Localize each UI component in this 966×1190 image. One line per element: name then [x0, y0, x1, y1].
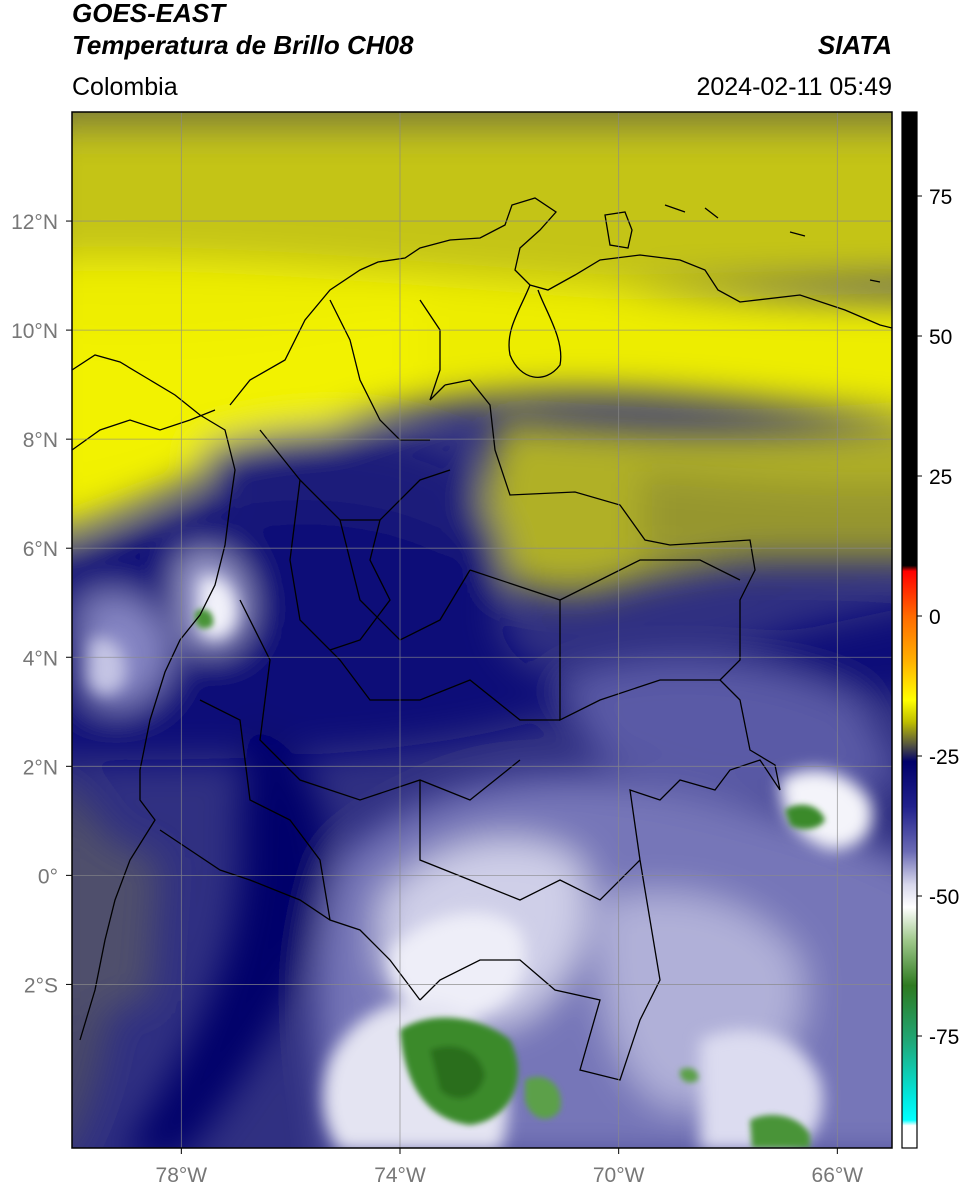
lat-tick-label: 4°N [23, 647, 58, 670]
pacific-coast [72, 354, 236, 1041]
islands [604, 204, 881, 283]
brightness-temperature-field [72, 112, 892, 1148]
department-lines-7 [419, 299, 446, 401]
maracaibo-lake [508, 284, 562, 378]
colombia-venezuela-border [444, 379, 781, 791]
orinoco-river [469, 559, 741, 601]
datetime-label: 2024-02-11 05:49 [696, 73, 892, 101]
lat-tick-label: 8°N [23, 429, 58, 452]
colorbar [902, 112, 917, 1148]
map-frame [71, 111, 893, 1149]
latitude-ticks: 12°N 10°N 8°N 6°N 4°N 2°N 0° 2°S [11, 211, 72, 997]
department-lines-6 [329, 299, 430, 441]
lat-tick-label: 0° [38, 865, 58, 888]
longitude-ticks: 78°W 74°W 70°W 66°W [156, 1148, 864, 1187]
lat-tick-label: 12°N [11, 211, 58, 234]
department-lines-5 [419, 780, 641, 901]
colorbar-tick-label: 0 [929, 606, 941, 629]
lon-tick-label: 78°W [156, 1164, 208, 1187]
lat-tick-label: 2°S [24, 974, 58, 997]
lon-tick-label: 66°W [812, 1164, 864, 1187]
satellite-title: GOES-EAST [72, 0, 226, 28]
department-lines-4 [239, 599, 521, 801]
lon-tick-label: 74°W [374, 1164, 426, 1187]
lat-tick-label: 6°N [23, 538, 58, 561]
lon-tick-label: 70°W [593, 1164, 645, 1187]
colorbar-tick-label: -50 [929, 886, 959, 909]
region-label: Colombia [72, 73, 178, 101]
department-lines-8 [559, 600, 720, 722]
colorbar-frame [901, 111, 918, 1149]
colorbar-tick-label: -25 [929, 746, 959, 769]
colorbar-ticks: 75 50 25 0 -25 -50 -75 [917, 186, 959, 1049]
colorbar-tick-label: 75 [929, 186, 952, 209]
colombia-peru-ecuador-border [159, 829, 421, 1001]
colorbar-tick-label: 25 [929, 466, 952, 489]
panama-isthmus [72, 409, 216, 451]
colorbar-tick-label: 50 [929, 326, 952, 349]
department-lines-10 [329, 519, 391, 651]
lat-tick-label: 2°N [23, 756, 58, 779]
department-lines-9 [199, 699, 331, 921]
gridlines [72, 112, 892, 1148]
colorbar-tick-label: -75 [929, 1026, 959, 1049]
lat-tick-label: 10°N [11, 320, 58, 343]
department-lines-2 [289, 479, 560, 721]
department-lines-1 [259, 429, 451, 521]
product-title: Temperatura de Brillo CH08 [72, 30, 414, 60]
organization-label: SIATA [817, 30, 892, 60]
caribbean-coast [229, 197, 892, 406]
colombia-brazil-border [419, 759, 781, 1081]
